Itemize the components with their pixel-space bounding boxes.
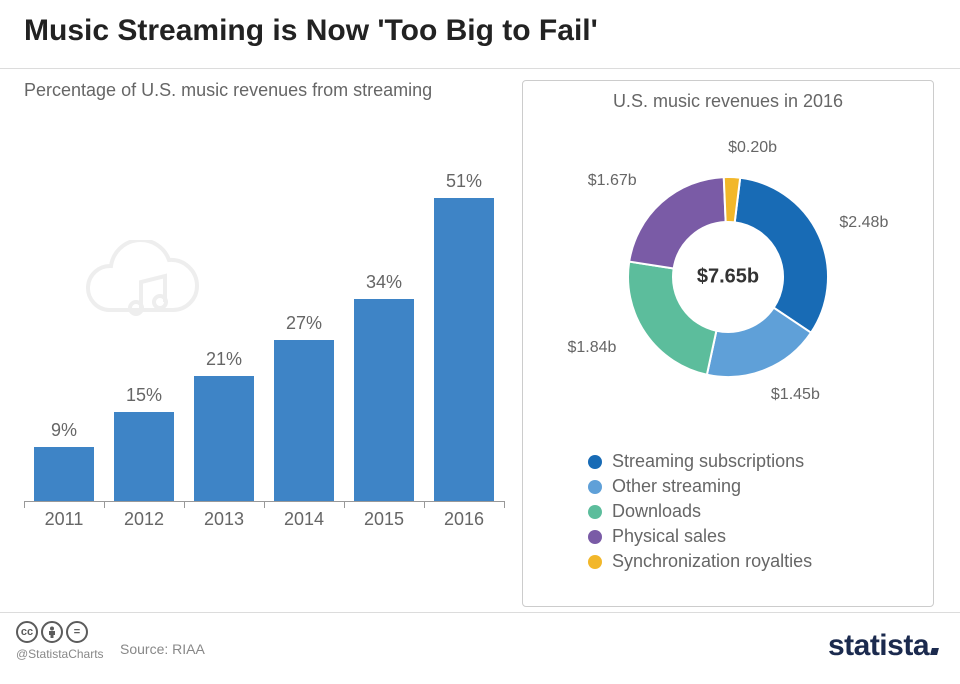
legend-label: Streaming subscriptions: [612, 451, 804, 472]
bar-tick: [424, 501, 425, 508]
footer: cc = @StatistaCharts Source: RIAA statis…: [0, 612, 960, 684]
bar-rect: [434, 198, 494, 501]
bar-tick: [264, 501, 265, 508]
cc-nd-icon: =: [66, 621, 88, 643]
bar-plot: 9%15%21%27%34%51% 2011201220132014201520…: [24, 131, 504, 531]
bar-xaxis: 2011 2012 2013 2014 2015 2016: [24, 509, 504, 530]
bar-rect: [114, 412, 174, 501]
legend-swatch: [588, 505, 602, 519]
bar-area: 9% 15% 21% 27% 34% 51%: [24, 131, 504, 502]
bar-value-label: 9%: [51, 420, 77, 441]
bar-chart-subtitle: Percentage of U.S. music revenues from s…: [24, 80, 504, 101]
legend-label: Synchronization royalties: [612, 551, 812, 572]
donut-slice: [629, 177, 725, 268]
cc-icons: cc =: [16, 621, 88, 643]
donut-wrap: $7.65b $2.48b $1.45b $1.84b $1.67b $0.20b: [523, 112, 933, 442]
legend-item: Physical sales: [588, 526, 812, 547]
cc-license-icon: cc: [16, 621, 38, 643]
donut-slice-label: $1.45b: [771, 386, 820, 404]
legend-swatch: [588, 530, 602, 544]
bar-x-label: 2015: [352, 509, 416, 530]
bar-tick: [344, 501, 345, 508]
legend-item: Downloads: [588, 501, 812, 522]
bar-value-label: 34%: [366, 272, 402, 293]
legend-swatch: [588, 455, 602, 469]
brand-text: statista: [828, 629, 929, 662]
legend-label: Other streaming: [612, 476, 741, 497]
bar-value-label: 51%: [446, 171, 482, 192]
donut-slice: [735, 178, 828, 333]
bar-rect: [34, 447, 94, 501]
bar-value-label: 21%: [206, 349, 242, 370]
bar-column: 27%: [272, 313, 336, 501]
bar-tick: [24, 501, 25, 508]
bar-x-label: 2014: [272, 509, 336, 530]
bar-column: 34%: [352, 272, 416, 501]
donut-legend: Streaming subscriptions Other streaming Do…: [588, 451, 812, 576]
bar-column: 21%: [192, 349, 256, 501]
page-title: Music Streaming is Now 'Too Big to Fail': [24, 14, 598, 48]
bar-value-label: 15%: [126, 385, 162, 406]
bar-column: 15%: [112, 385, 176, 501]
donut-slice-label: $1.67b: [588, 172, 637, 190]
donut-panel: U.S. music revenues in 2016 $7.65b $2.48…: [522, 80, 934, 607]
brand-logo: statista: [828, 629, 938, 663]
brand-dot: [930, 648, 939, 655]
donut-slice-label: $0.20b: [728, 139, 777, 157]
donut-title: U.S. music revenues in 2016: [523, 91, 933, 112]
bar-tick: [104, 501, 105, 508]
legend-label: Downloads: [612, 501, 701, 522]
donut-center-label: $7.65b: [697, 266, 759, 289]
bar-column: 9%: [32, 420, 96, 501]
legend-item: Streaming subscriptions: [588, 451, 812, 472]
bar-x-label: 2011: [32, 509, 96, 530]
bar-tick: [504, 501, 505, 508]
bar-column: 51%: [432, 171, 496, 501]
page: Music Streaming is Now 'Too Big to Fail'…: [0, 0, 960, 684]
legend-swatch: [588, 480, 602, 494]
bar-rect: [274, 340, 334, 501]
donut-slice-label: $2.48b: [839, 214, 888, 232]
legend-item: Synchronization royalties: [588, 551, 812, 572]
bar-x-label: 2013: [192, 509, 256, 530]
cc-by-icon: [41, 621, 63, 643]
legend-item: Other streaming: [588, 476, 812, 497]
title-divider: [0, 68, 960, 69]
bar-chart: Percentage of U.S. music revenues from s…: [24, 80, 504, 605]
footer-source: Source: RIAA: [120, 641, 205, 657]
footer-handle: @StatistaCharts: [16, 647, 104, 661]
bar-value-label: 27%: [286, 313, 322, 334]
bar-rect: [194, 376, 254, 501]
bar-x-label: 2012: [112, 509, 176, 530]
donut-slice-label: $1.84b: [567, 339, 616, 357]
legend-swatch: [588, 555, 602, 569]
bar-tick: [184, 501, 185, 508]
bar-x-label: 2016: [432, 509, 496, 530]
legend-label: Physical sales: [612, 526, 726, 547]
bar-rect: [354, 299, 414, 501]
